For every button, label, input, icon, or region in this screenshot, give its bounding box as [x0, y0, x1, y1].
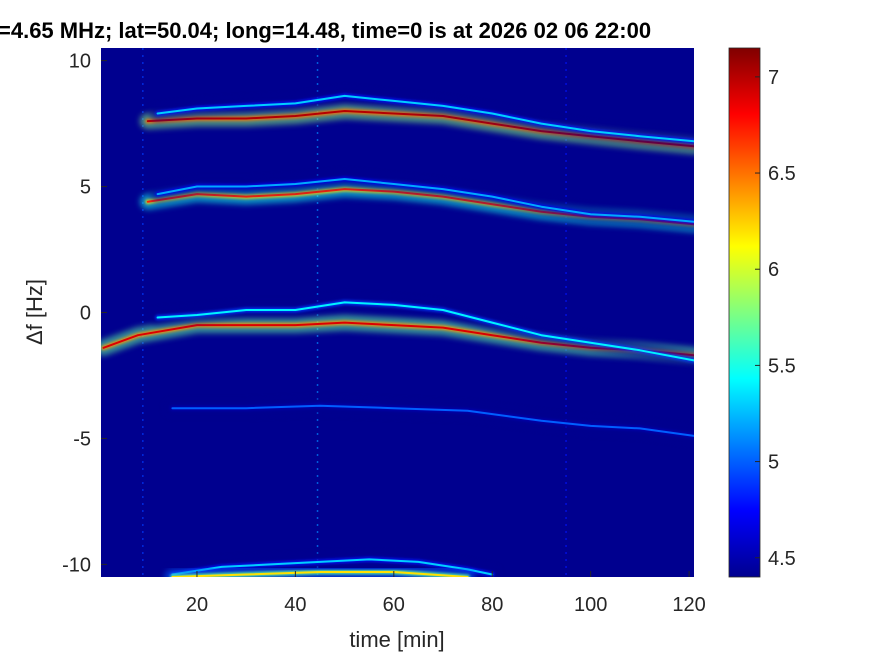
chart-title: =4.65 MHz; lat=50.04; long=14.48, time=0…	[0, 18, 651, 43]
trace-6	[171, 404, 694, 437]
trace-3	[156, 178, 694, 223]
y-tick-label: 5	[80, 177, 91, 199]
y-axis-label: Δf [Hz]	[22, 279, 47, 345]
y-tick-label: -5	[73, 428, 91, 450]
colorbar-tick-label: 6.5	[768, 163, 796, 185]
trace-7	[171, 558, 494, 576]
x-tick-label: 60	[383, 594, 405, 616]
x-tick-label: 20	[186, 594, 208, 616]
trace-5	[156, 301, 694, 362]
colorbar-tick-label: 5.5	[768, 355, 796, 377]
x-tick-label: 40	[284, 594, 306, 616]
x-tick-label: 120	[672, 594, 705, 616]
trace-8	[171, 571, 469, 577]
colorbar-tick-label: 7	[768, 67, 779, 89]
y-axis: 10 5 0 -5 -10	[62, 51, 107, 576]
colorbar-tick-label: 4.5	[768, 548, 796, 570]
signal-traces	[101, 87, 694, 577]
colorbar-tick-label: 5	[768, 452, 779, 474]
x-axis: 20 40 60 80 100 120	[186, 571, 706, 616]
y-tick-label: -10	[62, 554, 91, 576]
x-tick-label: 100	[574, 594, 607, 616]
y-tick-label: 10	[69, 51, 91, 73]
colorbar	[728, 47, 761, 578]
colorbar-tick-label: 6	[768, 259, 779, 281]
x-tick-label: 80	[481, 594, 503, 616]
x-axis-label: time [min]	[349, 627, 444, 652]
y-tick-label: 0	[80, 303, 91, 325]
colorbar-ticks: 7 6.5 6 5.5 5 4.5	[755, 67, 796, 570]
trace-1	[156, 94, 694, 143]
